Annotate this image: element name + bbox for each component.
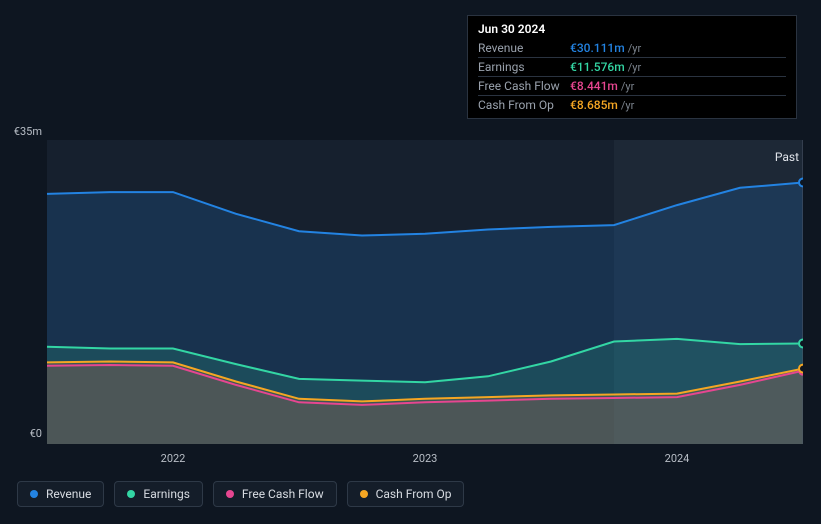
tooltip-row-cfo: Cash From Op €8.685m/yr	[478, 96, 786, 119]
chart-svg	[17, 140, 803, 444]
legend-label: Earnings	[143, 487, 190, 501]
legend-label: Revenue	[46, 487, 91, 501]
legend-dot-icon	[360, 490, 368, 498]
tooltip-value: €8.441m	[570, 79, 618, 93]
tooltip-value: €30.111m	[570, 41, 625, 55]
legend-label: Cash From Op	[376, 487, 452, 501]
legend-item-fcf[interactable]: Free Cash Flow	[213, 481, 337, 507]
tooltip-label: Revenue	[478, 39, 570, 58]
legend-dot-icon	[226, 490, 234, 498]
tooltip: Jun 30 2024 Revenue €30.111m/yr Earnings…	[467, 15, 797, 119]
tooltip-date: Jun 30 2024	[478, 22, 786, 39]
tooltip-unit: /yr	[625, 42, 641, 55]
legend-item-cfo[interactable]: Cash From Op	[347, 481, 465, 507]
tooltip-value: €8.685m	[570, 98, 618, 112]
tooltip-unit: /yr	[618, 99, 634, 112]
legend-dot-icon	[30, 490, 38, 498]
tooltip-unit: /yr	[625, 61, 641, 74]
past-label: Past	[775, 150, 799, 164]
legend: Revenue Earnings Free Cash Flow Cash Fro…	[17, 481, 464, 507]
tooltip-row-revenue: Revenue €30.111m/yr	[478, 39, 786, 58]
x-tick-2022: 2022	[161, 452, 186, 465]
y-tick-max: €35m	[0, 125, 42, 138]
tooltip-label: Free Cash Flow	[478, 77, 570, 96]
legend-item-revenue[interactable]: Revenue	[17, 481, 104, 507]
x-tick-2023: 2023	[413, 452, 438, 465]
legend-dot-icon	[127, 490, 135, 498]
tooltip-label: Earnings	[478, 58, 570, 77]
tooltip-table: Revenue €30.111m/yr Earnings €11.576m/yr…	[478, 39, 786, 118]
tooltip-label: Cash From Op	[478, 96, 570, 119]
legend-item-earnings[interactable]: Earnings	[114, 481, 203, 507]
tooltip-row-earnings: Earnings €11.576m/yr	[478, 58, 786, 77]
tooltip-value: €11.576m	[570, 60, 625, 74]
tooltip-unit: /yr	[618, 80, 634, 93]
x-tick-2024: 2024	[665, 452, 690, 465]
legend-label: Free Cash Flow	[242, 487, 324, 501]
chart-area[interactable]	[17, 140, 803, 444]
tooltip-row-fcf: Free Cash Flow €8.441m/yr	[478, 77, 786, 96]
